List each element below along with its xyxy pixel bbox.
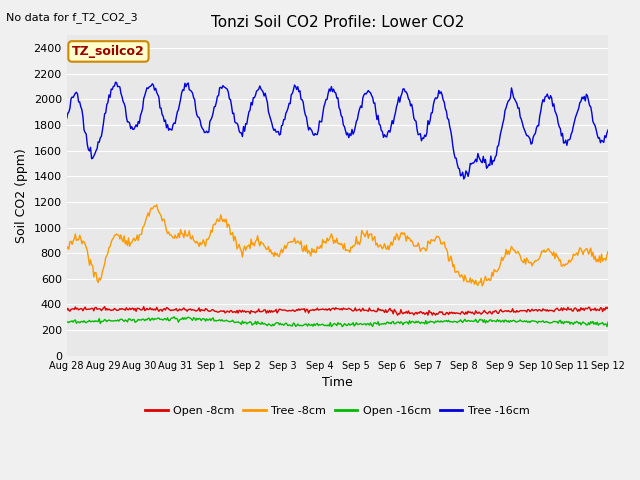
X-axis label: Time: Time bbox=[322, 376, 353, 389]
Legend: Open -8cm, Tree -8cm, Open -16cm, Tree -16cm: Open -8cm, Tree -8cm, Open -16cm, Tree -… bbox=[141, 402, 534, 420]
Text: TZ_soilco2: TZ_soilco2 bbox=[72, 45, 145, 58]
Y-axis label: Soil CO2 (ppm): Soil CO2 (ppm) bbox=[15, 148, 28, 243]
Text: No data for f_T2_CO2_3: No data for f_T2_CO2_3 bbox=[6, 12, 138, 23]
Title: Tonzi Soil CO2 Profile: Lower CO2: Tonzi Soil CO2 Profile: Lower CO2 bbox=[211, 15, 464, 30]
